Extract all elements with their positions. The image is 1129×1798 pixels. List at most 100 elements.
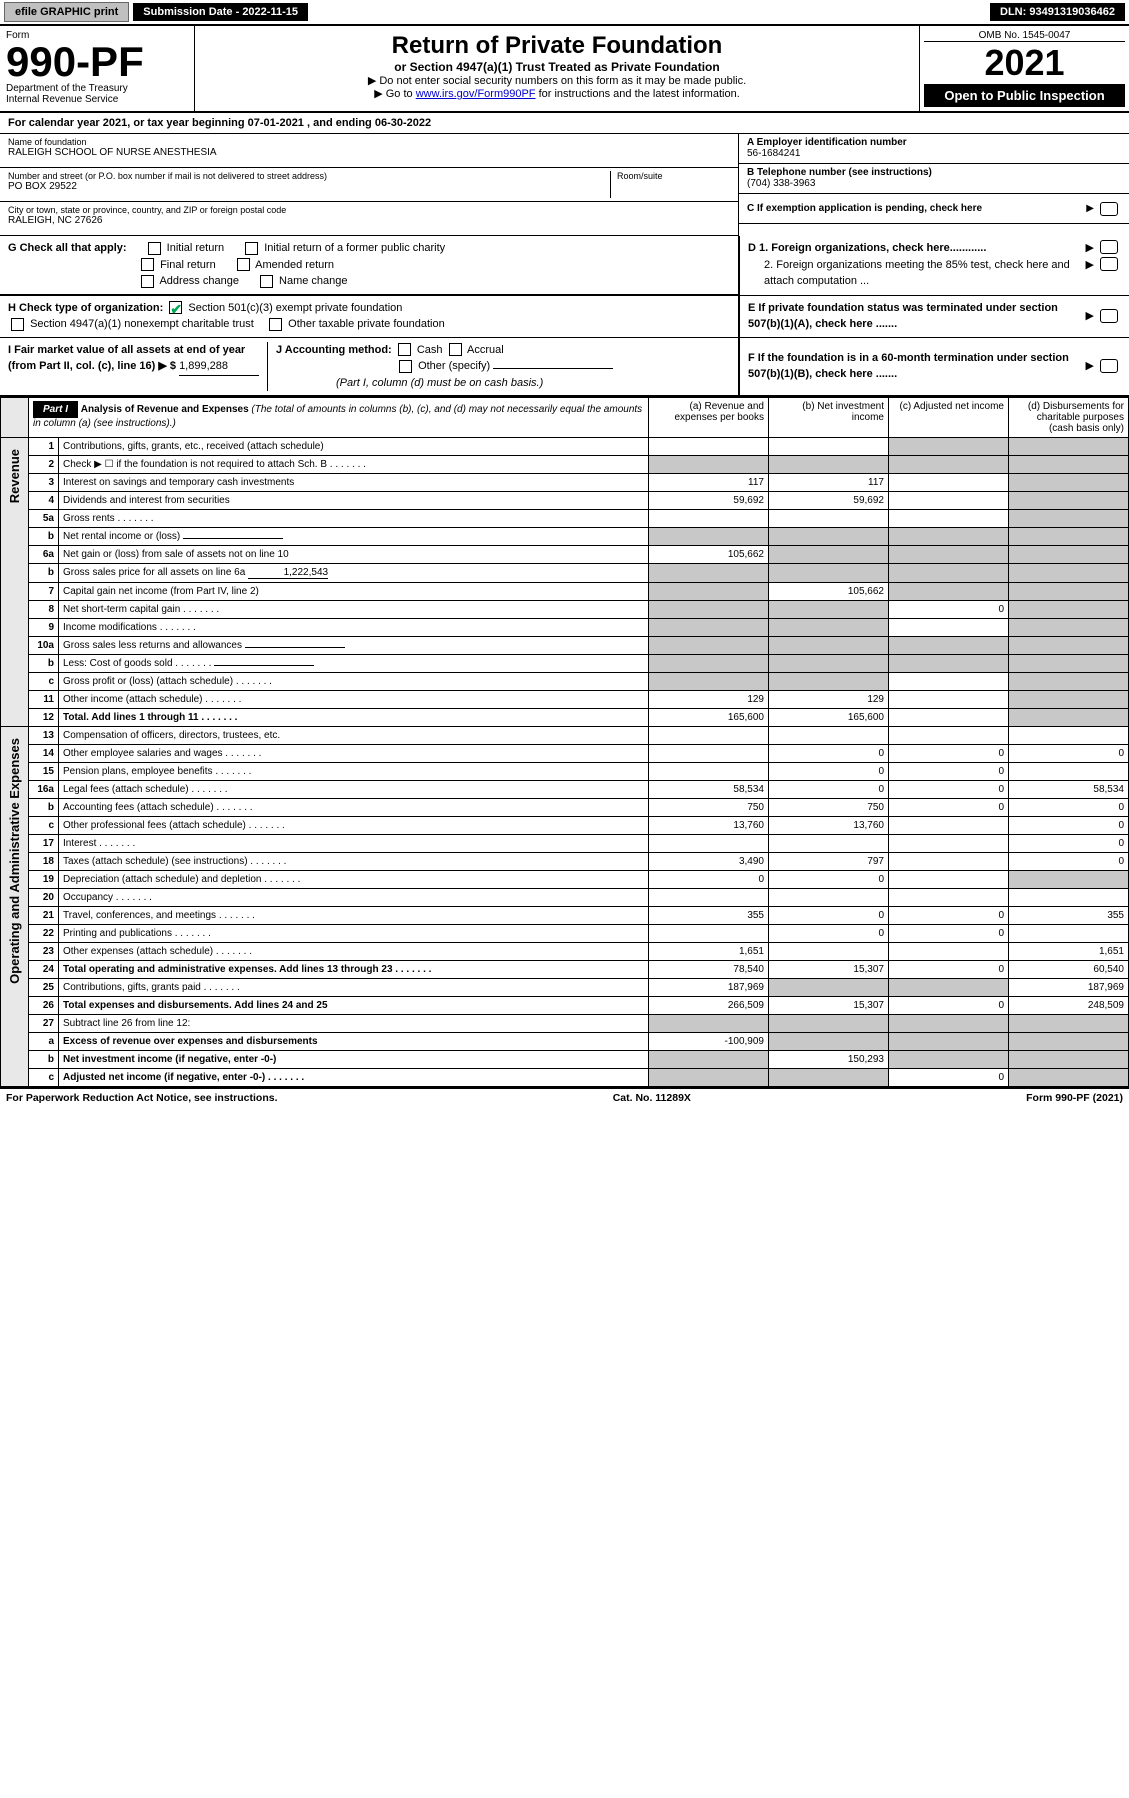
table-row: 24 Total operating and administrative ex… — [1, 961, 1129, 979]
d1-checkbox[interactable] — [1100, 240, 1118, 254]
footer-mid: Cat. No. 11289X — [613, 1092, 691, 1104]
table-row: b Gross sales price for all assets on li… — [1, 564, 1129, 583]
table-row: 23 Other expenses (attach schedule) . . … — [1, 943, 1129, 961]
h-4947-checkbox[interactable] — [11, 318, 24, 331]
e-checkbox[interactable] — [1100, 309, 1118, 323]
table-row: 6a Net gain or (loss) from sale of asset… — [1, 546, 1129, 564]
j-cash-checkbox[interactable] — [398, 343, 411, 356]
c-line: C If exemption application is pending, c… — [747, 203, 1083, 214]
submission-date: Submission Date - 2022-11-15 — [133, 3, 308, 21]
tax-year: 2021 — [924, 42, 1125, 84]
city-label: City or town, state or province, country… — [8, 205, 730, 215]
j-accrual-checkbox[interactable] — [449, 343, 462, 356]
g-initial-former-checkbox[interactable] — [245, 242, 258, 255]
c-checkbox[interactable] — [1100, 202, 1118, 216]
table-row: c Gross profit or (loss) (attach schedul… — [1, 673, 1129, 691]
table-row: 22 Printing and publications . . . . . .… — [1, 925, 1129, 943]
g-final-checkbox[interactable] — [141, 258, 154, 271]
table-row: 20 Occupancy . . . . . . . — [1, 889, 1129, 907]
table-row: 11 Other income (attach schedule) . . . … — [1, 691, 1129, 709]
part1-table: Part I Analysis of Revenue and Expenses … — [0, 397, 1129, 1087]
f-line: F If the foundation is in a 60-month ter… — [748, 350, 1083, 383]
h-other-checkbox[interactable] — [269, 318, 282, 331]
table-row: b Net rental income or (loss) — [1, 528, 1129, 546]
table-row: 7 Capital gain net income (from Part IV,… — [1, 583, 1129, 601]
table-row: 21 Travel, conferences, and meetings . .… — [1, 907, 1129, 925]
j-other-checkbox[interactable] — [399, 360, 412, 373]
phone-value: (704) 338-3963 — [747, 178, 1121, 189]
footer-right: Form 990-PF (2021) — [1026, 1092, 1123, 1104]
table-row: 9 Income modifications . . . . . . . — [1, 619, 1129, 637]
table-row: b Less: Cost of goods sold . . . . . . . — [1, 655, 1129, 673]
table-row: 4 Dividends and interest from securities… — [1, 492, 1129, 510]
col-b-header: (b) Net investment income — [769, 398, 889, 438]
g-address-checkbox[interactable] — [141, 275, 154, 288]
foundation-name: RALEIGH SCHOOL OF NURSE ANESTHESIA — [8, 147, 730, 158]
table-row: Operating and Administrative Expenses 13… — [1, 727, 1129, 745]
table-row: Revenue 1 Contributions, gifts, grants, … — [1, 438, 1129, 456]
table-row: 14 Other employee salaries and wages . .… — [1, 745, 1129, 763]
table-row: 3 Interest on savings and temporary cash… — [1, 474, 1129, 492]
ein-value: 56-1684241 — [747, 148, 1121, 159]
table-row: 15 Pension plans, employee benefits . . … — [1, 763, 1129, 781]
footer-row: For Paperwork Reduction Act Notice, see … — [0, 1089, 1129, 1107]
i-value: 1,899,288 — [179, 358, 259, 376]
ein-label: A Employer identification number — [747, 137, 1121, 148]
table-row: a Excess of revenue over expenses and di… — [1, 1033, 1129, 1051]
form-subtitle: or Section 4947(a)(1) Trust Treated as P… — [201, 60, 913, 74]
col-d-header: (d) Disbursements for charitable purpose… — [1009, 398, 1129, 438]
g-initial-checkbox[interactable] — [148, 242, 161, 255]
info-section: Name of foundation RALEIGH SCHOOL OF NUR… — [0, 134, 1129, 236]
name-label: Name of foundation — [8, 137, 730, 147]
footer-left: For Paperwork Reduction Act Notice, see … — [6, 1092, 278, 1104]
form-number: 990-PF — [6, 41, 188, 83]
g-name-checkbox[interactable] — [260, 275, 273, 288]
instr-1: ▶ Do not enter social security numbers o… — [201, 74, 913, 87]
address-label: Number and street (or P.O. box number if… — [8, 171, 610, 181]
d2-line: 2. Foreign organizations meeting the 85%… — [748, 257, 1083, 290]
irs-label: Internal Revenue Service — [6, 94, 188, 105]
h-501c3-checkbox[interactable] — [169, 301, 182, 314]
form-header: Form 990-PF Department of the Treasury I… — [0, 26, 1129, 113]
table-row: b Net investment income (if negative, en… — [1, 1051, 1129, 1069]
room-label: Room/suite — [617, 171, 730, 181]
d1-line: D 1. Foreign organizations, check here..… — [748, 240, 1083, 257]
h-label: H Check type of organization: — [8, 302, 163, 314]
d2-checkbox[interactable] — [1100, 257, 1118, 271]
table-row: 26 Total expenses and disbursements. Add… — [1, 997, 1129, 1015]
efile-button[interactable]: efile GRAPHIC print — [4, 2, 129, 22]
g-label: G Check all that apply: — [8, 240, 127, 257]
table-row: 5a Gross rents . . . . . . . — [1, 510, 1129, 528]
table-row: 12 Total. Add lines 1 through 11 . . . .… — [1, 709, 1129, 727]
table-row: c Other professional fees (attach schedu… — [1, 817, 1129, 835]
dln-label: DLN: 93491319036462 — [990, 3, 1125, 21]
phone-label: B Telephone number (see instructions) — [747, 167, 1121, 178]
col-c-header: (c) Adjusted net income — [889, 398, 1009, 438]
omb-label: OMB No. 1545-0047 — [924, 30, 1125, 41]
form-link[interactable]: www.irs.gov/Form990PF — [416, 88, 536, 100]
col-a-header: (a) Revenue and expenses per books — [649, 398, 769, 438]
j-label: J Accounting method: — [276, 344, 392, 356]
table-row: 25 Contributions, gifts, grants paid . .… — [1, 979, 1129, 997]
table-row: 19 Depreciation (attach schedule) and de… — [1, 871, 1129, 889]
table-row: 18 Taxes (attach schedule) (see instruct… — [1, 853, 1129, 871]
f-checkbox[interactable] — [1100, 359, 1118, 373]
table-row: c Adjusted net income (if negative, ente… — [1, 1069, 1129, 1087]
open-public-label: Open to Public Inspection — [924, 84, 1125, 107]
city-value: RALEIGH, NC 27626 — [8, 215, 730, 226]
address-value: PO BOX 29522 — [8, 181, 610, 192]
top-bar: efile GRAPHIC print Submission Date - 20… — [0, 0, 1129, 24]
table-row: 16a Legal fees (attach schedule) . . . .… — [1, 781, 1129, 799]
instr-2: ▶ Go to www.irs.gov/Form990PF for instru… — [201, 87, 913, 100]
table-row: 10a Gross sales less returns and allowan… — [1, 637, 1129, 655]
g-amended-checkbox[interactable] — [237, 258, 250, 271]
calendar-year-row: For calendar year 2021, or tax year begi… — [0, 113, 1129, 134]
table-row: 2 Check ▶ ☐ if the foundation is not req… — [1, 456, 1129, 474]
table-row: 27 Subtract line 26 from line 12: — [1, 1015, 1129, 1033]
e-line: E If private foundation status was termi… — [748, 300, 1083, 333]
dept-label: Department of the Treasury — [6, 83, 188, 94]
table-row: b Accounting fees (attach schedule) . . … — [1, 799, 1129, 817]
j-note: (Part I, column (d) must be on cash basi… — [336, 377, 543, 389]
part1-header: Part I — [33, 401, 78, 418]
form-title: Return of Private Foundation — [201, 32, 913, 60]
